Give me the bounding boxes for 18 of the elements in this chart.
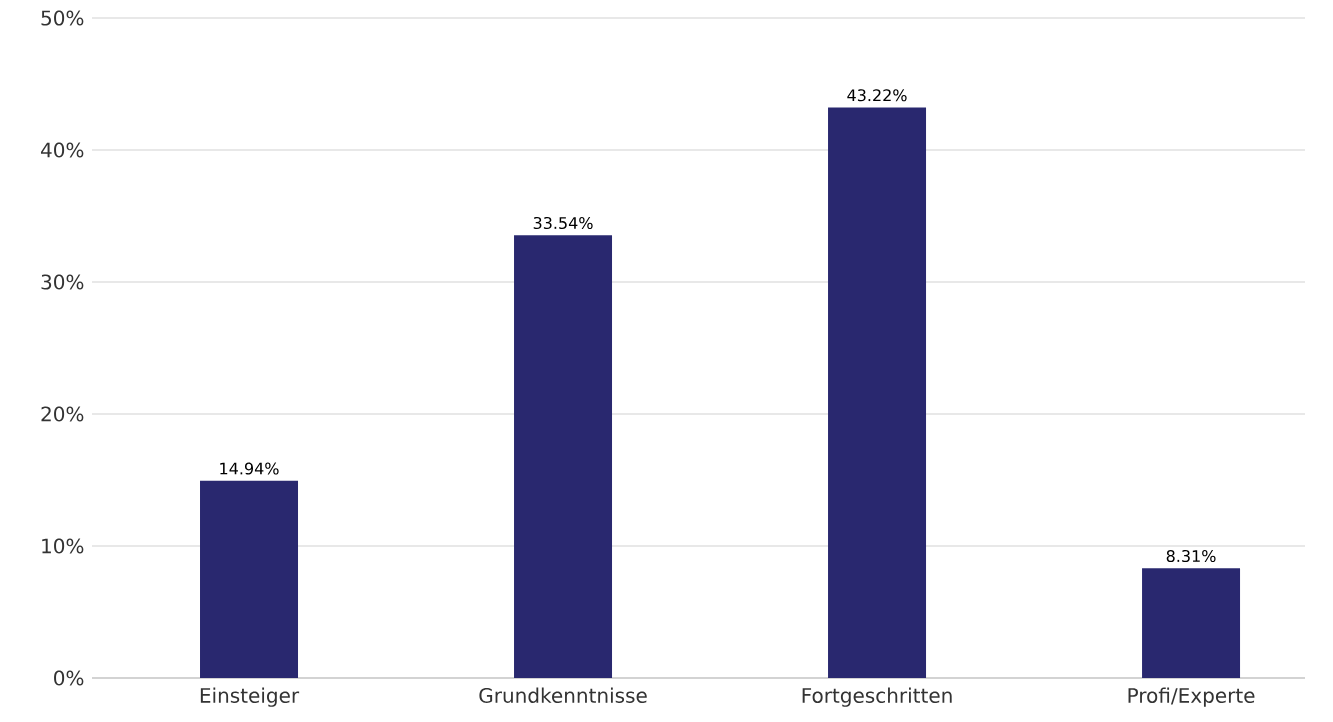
x-tick-label: Profi/Experte <box>1128 687 1255 707</box>
x-tick-label: Grundkenntnisse <box>479 687 647 703</box>
bar <box>1142 568 1241 678</box>
y-tick-label: 50% <box>41 10 84 26</box>
x-tick-label: Einsteiger <box>200 687 300 707</box>
y-tick-label: 0% <box>54 670 84 686</box>
bar <box>514 235 613 678</box>
y-tick-label: 10% <box>42 538 84 554</box>
y-tick-label: 40% <box>41 142 84 158</box>
x-tick-label: Fortgeschritten <box>802 687 952 707</box>
data-label: 8.31% <box>1166 549 1216 563</box>
y-tick-label: 20% <box>41 406 84 422</box>
bar <box>200 480 299 678</box>
data-label: 43.22% <box>847 89 907 102</box>
data-label: 14.94% <box>220 462 279 475</box>
y-tick-label: 30% <box>41 274 84 290</box>
data-label: 33.54% <box>533 216 593 230</box>
bar <box>828 107 927 678</box>
